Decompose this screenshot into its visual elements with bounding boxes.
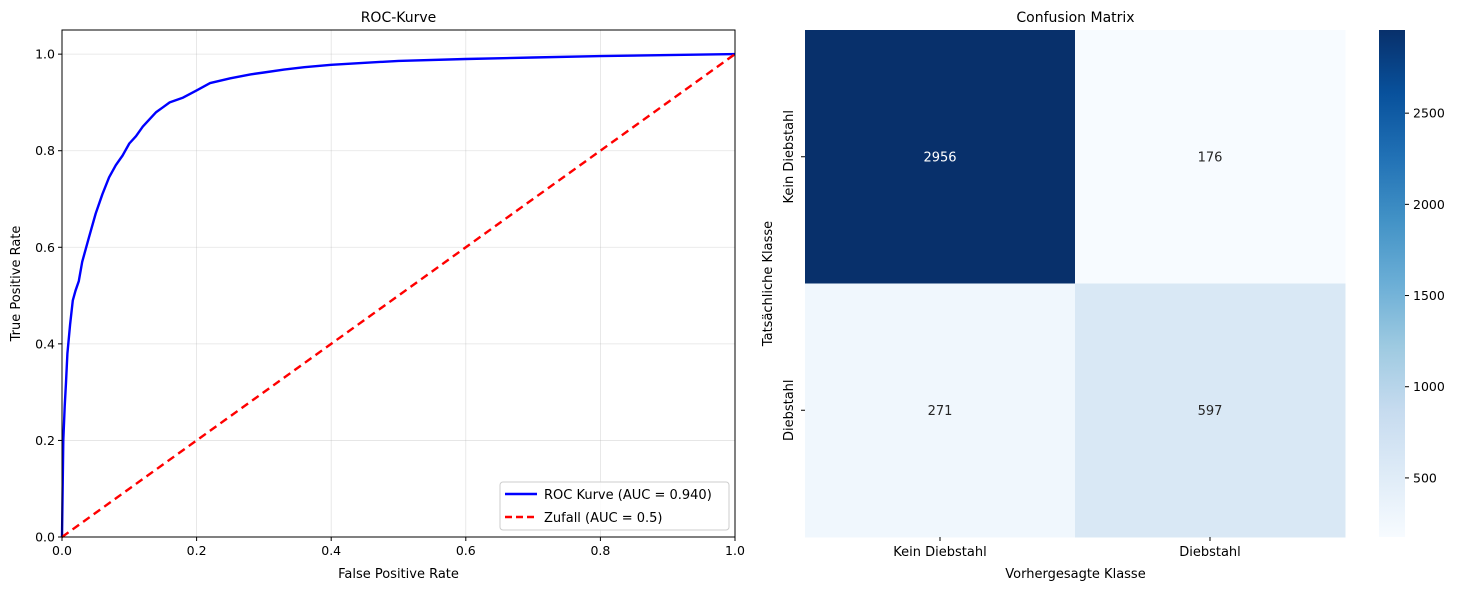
cm-title: Confusion Matrix [1016,10,1134,26]
cm-colorbar-tick-label: 2000 [1413,197,1445,212]
cm-y-tick-label: Diebstahl [782,379,797,441]
roc-plot-lines [60,52,736,538]
roc-y-tick-label: 0.4 [35,336,55,351]
cm-colorbar-tick-label: 1500 [1413,288,1445,303]
roc-x-ticks: 0.0 0.2 0.4 0.6 0.8 1.0 [52,537,745,558]
roc-legend-label-random: Zufall (AUC = 0.5) [544,511,663,526]
roc-x-tick-label: 0.2 [187,543,207,558]
roc-x-tick-label: 1.0 [725,543,745,558]
cm-cell-value: 271 [928,404,953,419]
cm-cell-value: 176 [1198,150,1223,165]
cm-cell [805,283,1076,538]
roc-plot-frame [61,29,736,538]
cm-cell-value: 2956 [923,150,956,165]
roc-legend: ROC Kurve (AUC = 0.940) Zufall (AUC = 0.… [499,481,730,531]
cm-cell [1075,283,1346,538]
cm-colorbar-tick-label: 1000 [1413,379,1445,394]
cm-x-axis-label: Vorhergesagte Klasse [1005,567,1145,582]
roc-chart: ROC-Kurve 0.0 0.2 0.4 0.6 0.8 1.0 0.00.20.40.… [9,10,745,582]
cm-y-tick-label: Kein Diebstahl [782,110,797,203]
random-baseline-line [61,53,736,538]
cm-cell-value: 597 [1198,404,1223,419]
roc-y-tick-label: 0.2 [35,433,55,448]
roc-y-tick-label: 0.8 [35,143,55,158]
cm-cell [1075,30,1346,284]
roc-y-axis-label: True Positive Rate [9,226,24,343]
cm-colorbar [1379,30,1405,537]
roc-y-ticks: 0.0 0.2 0.4 0.6 0.8 1.0 [35,47,62,545]
roc-y-tick-label: 0.0 [35,530,55,545]
roc-x-tick-label: 0.8 [590,543,610,558]
cm-colorbar-tick-label: 500 [1413,470,1437,485]
roc-x-tick-label: 0.6 [456,543,476,558]
roc-curve-line [60,52,736,538]
roc-y-tick-label: 0.6 [35,240,55,255]
roc-legend-box [499,481,730,531]
roc-x-axis-label: False Positive Rate [338,567,459,582]
roc-legend-label-roc: ROC Kurve (AUC = 0.940) [544,488,712,503]
cm-colorbar-ticks: 500 1000 1500 2000 2500 [1405,106,1445,485]
cm-cell [805,30,1076,284]
roc-title: ROC-Kurve [361,10,437,26]
roc-x-tick-label: 0.4 [321,543,341,558]
roc-x-tick-label: 0.0 [52,543,72,558]
cm-y-axis-label: Tatsächliche Klasse [761,221,776,347]
cm-y-ticks: Kein Diebstahl Diebstahl [782,110,805,441]
confusion-matrix-chart: Confusion Matrix 2956 176 271 597 Kein Dieb… [761,10,1445,582]
cm-colorbar-tick-label: 2500 [1413,106,1445,121]
roc-y-tick-label: 1.0 [35,47,55,62]
cm-x-tick-label: Diebstahl [1179,545,1241,560]
cm-x-tick-label: Kein Diebstahl [893,545,986,560]
cm-cells: 2956 176 271 597 [805,30,1346,538]
cm-x-ticks: Kein Diebstahl Diebstahl [893,537,1241,560]
